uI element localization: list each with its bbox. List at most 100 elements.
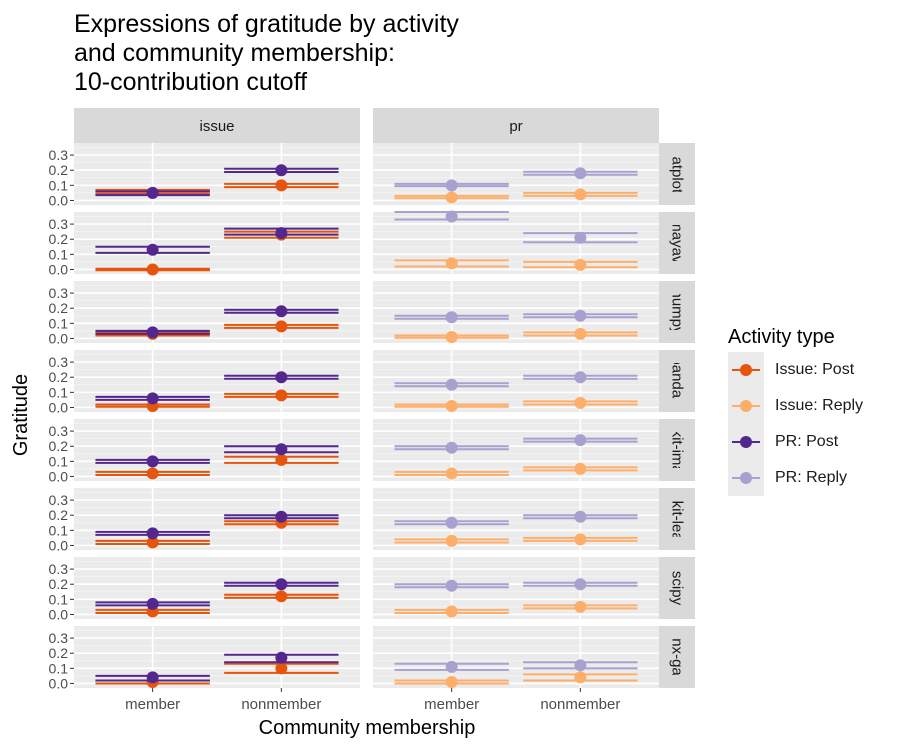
y-tick-label: 0.1 xyxy=(49,246,69,262)
point-pr-post xyxy=(275,305,288,318)
y-tick-label: 0.1 xyxy=(49,453,69,469)
row-facet-label-pandas: pandas xyxy=(669,356,686,405)
row-facet-label-scikit-learn: ikit-lea xyxy=(669,497,686,541)
x-tick-label: member xyxy=(424,696,479,713)
legend-key-dot xyxy=(740,364,752,376)
point-issue-reply xyxy=(445,675,458,688)
panel-background xyxy=(74,419,360,481)
point-issue-post xyxy=(275,590,288,603)
point-pr-reply xyxy=(574,167,587,180)
point-issue-reply xyxy=(445,467,458,480)
point-pr-reply xyxy=(445,179,458,192)
facet-strip-issue xyxy=(74,108,360,143)
legend-key-dot xyxy=(740,472,752,484)
panel-background xyxy=(74,212,360,274)
y-tick-label: 0.1 xyxy=(49,591,69,607)
point-pr-post xyxy=(146,527,159,540)
point-issue-reply xyxy=(445,191,458,204)
legend-label: PR: Post xyxy=(775,433,839,450)
point-pr-post xyxy=(275,578,288,591)
legend-item-pr-reply: PR: Reply xyxy=(728,460,888,496)
y-tick-label: 0.2 xyxy=(49,438,69,454)
point-pr-reply xyxy=(574,434,587,447)
point-pr-reply xyxy=(574,510,587,523)
facet-label-pr: pr xyxy=(509,118,522,135)
y-tick-label: 0.2 xyxy=(49,162,69,178)
row-strip-scikit-image xyxy=(659,419,695,481)
y-tick-label: 0.0 xyxy=(49,399,69,415)
y-tick-label: 0.3 xyxy=(49,285,69,301)
y-tick-label: 0.1 xyxy=(49,660,69,676)
point-issue-reply xyxy=(574,533,587,546)
point-issue-post xyxy=(275,662,288,675)
y-tick-label: 0.2 xyxy=(49,231,69,247)
legend-title: Activity type xyxy=(728,326,835,348)
y-tick-label: 0.0 xyxy=(49,537,69,553)
y-tick-label: 0.2 xyxy=(49,507,69,523)
row-facet-label-numpy: numpy xyxy=(669,289,686,335)
point-issue-reply xyxy=(574,188,587,201)
row-facet-label-sphinx-gallery: inx-gal xyxy=(669,635,686,679)
y-tick-label: 0.0 xyxy=(49,675,69,691)
row-strip-pandas xyxy=(659,350,695,412)
point-issue-reply xyxy=(574,396,587,409)
row-facet-label-mayavi: mayavi xyxy=(669,219,686,267)
y-tick-label: 0.3 xyxy=(49,561,69,577)
panel-background xyxy=(373,350,659,412)
x-tick-label: nonmember xyxy=(540,696,620,713)
point-issue-reply xyxy=(574,671,587,684)
legend: Activity type Issue: Post Issue: Reply P… xyxy=(728,326,888,496)
chart-title-line-1: Expressions of gratitude by activity xyxy=(74,10,459,38)
legend-item-pr-post: PR: Post xyxy=(728,424,888,460)
point-issue-post xyxy=(146,263,159,276)
point-pr-post xyxy=(275,510,288,523)
point-pr-reply xyxy=(445,378,458,391)
point-issue-reply xyxy=(574,327,587,340)
y-tick-label: 0.1 xyxy=(49,177,69,193)
legend-key xyxy=(728,352,764,388)
y-tick-label: 0.1 xyxy=(49,315,69,331)
point-issue-post xyxy=(275,389,288,402)
chart-title-line-3: 10-contribution cutoff xyxy=(74,68,308,96)
row-facet-label-scikit-image: ikit-ima xyxy=(669,426,686,474)
point-issue-reply xyxy=(574,462,587,475)
point-issue-post xyxy=(275,453,288,466)
y-tick-label: 0.1 xyxy=(49,384,69,400)
point-pr-reply xyxy=(445,660,458,673)
point-pr-post xyxy=(275,164,288,177)
y-tick-label: 0.2 xyxy=(49,369,69,385)
y-tick-label: 0.3 xyxy=(49,492,69,508)
legend-label: Issue: Post xyxy=(775,361,855,378)
row-strip-scipy xyxy=(659,557,695,619)
point-pr-post xyxy=(146,671,159,684)
point-issue-reply xyxy=(574,600,587,613)
row-facet-label-matplotlib: natplotli xyxy=(669,148,686,200)
point-issue-post xyxy=(146,536,159,549)
row-strip-numpy xyxy=(659,281,695,343)
point-pr-post xyxy=(146,186,159,199)
y-tick-label: 0.0 xyxy=(49,606,69,622)
legend-key xyxy=(728,388,764,424)
point-pr-post xyxy=(146,392,159,405)
facet-strip-pr xyxy=(373,108,659,143)
legend-label: PR: Reply xyxy=(775,469,848,486)
point-pr-reply xyxy=(574,578,587,591)
y-tick-label: 0.3 xyxy=(49,630,69,646)
point-pr-reply xyxy=(574,231,587,244)
legend-key xyxy=(728,424,764,460)
chart-title-line-2: and community membership: xyxy=(74,39,395,67)
y-tick-label: 0.2 xyxy=(49,645,69,661)
point-pr-reply xyxy=(445,579,458,592)
point-pr-reply xyxy=(574,659,587,672)
x-tick-label: nonmember xyxy=(241,696,321,713)
point-issue-post xyxy=(275,320,288,333)
y-tick-label: 0.0 xyxy=(49,330,69,346)
legend-label: Issue: Reply xyxy=(775,397,864,414)
point-issue-reply xyxy=(574,258,587,271)
legend-key xyxy=(728,460,764,496)
x-axis-title: Community membership xyxy=(259,717,476,739)
row-strip-mayavi xyxy=(659,212,695,274)
panel-background xyxy=(373,626,659,688)
facet-label-issue: issue xyxy=(199,118,234,135)
